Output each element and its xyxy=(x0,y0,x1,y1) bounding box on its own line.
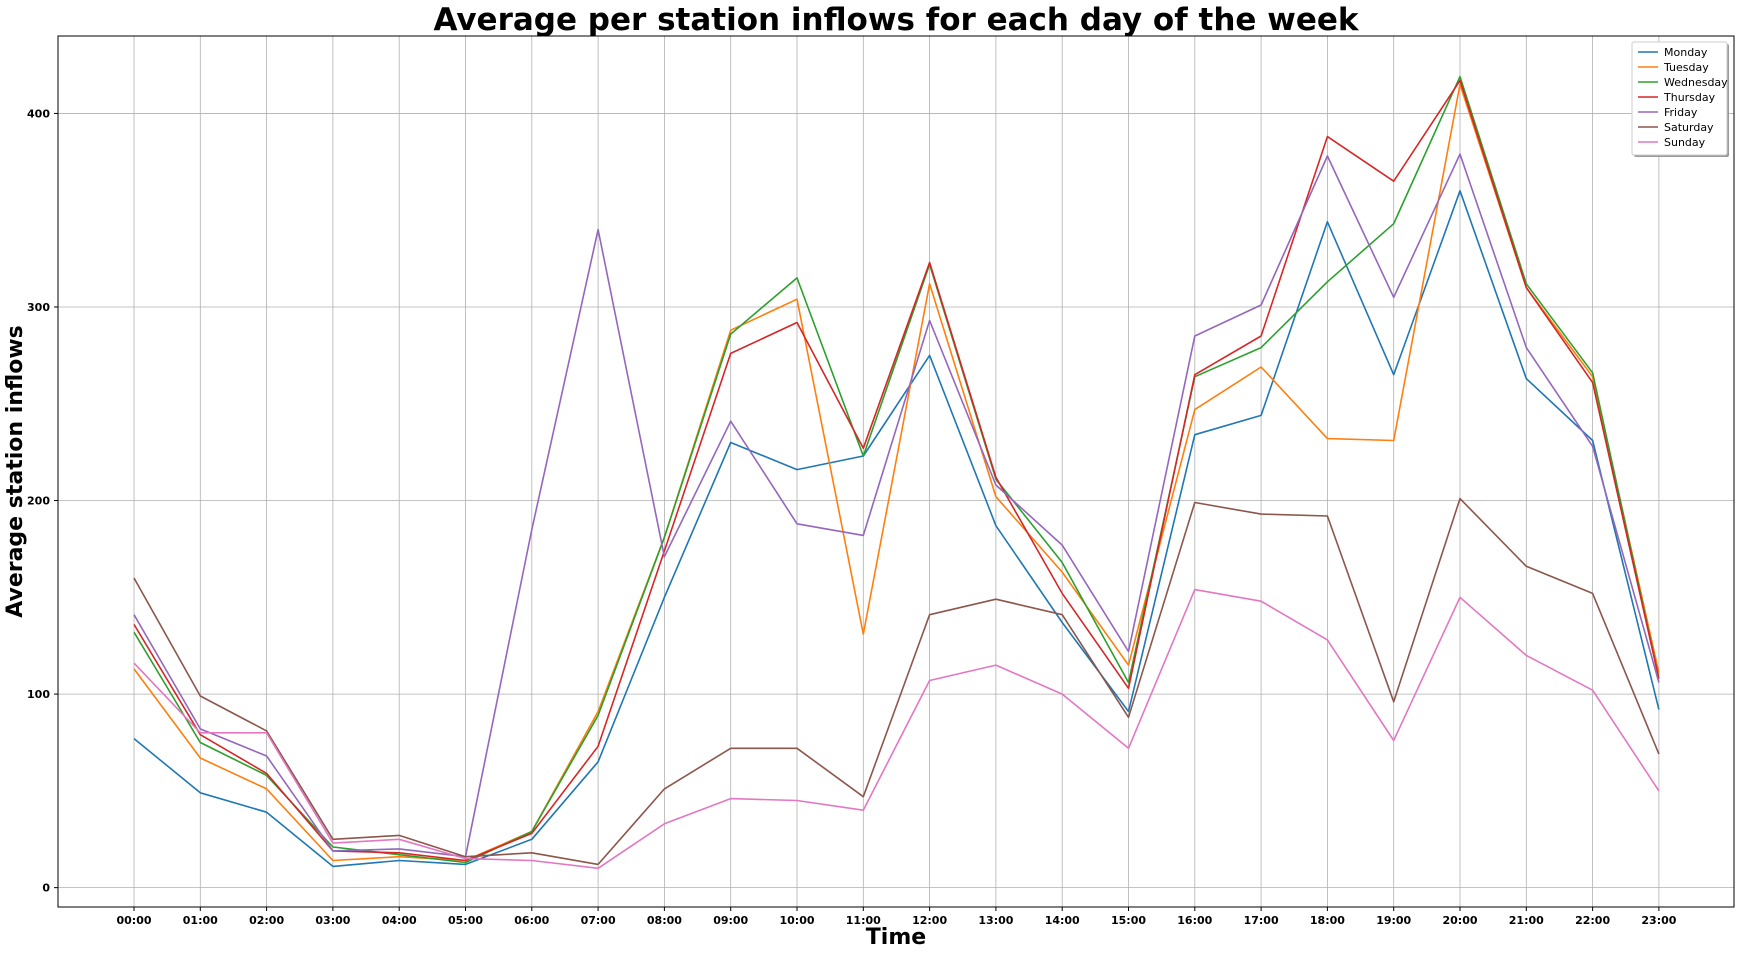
x-tick-label: 12:00 xyxy=(912,914,947,927)
series-lines xyxy=(133,75,1660,870)
x-tick-label: 13:00 xyxy=(978,914,1013,927)
x-axis-label: Time xyxy=(866,925,926,950)
x-tick-label: 08:00 xyxy=(647,914,682,927)
x-tick-label: 09:00 xyxy=(713,914,748,927)
x-tick-label: 14:00 xyxy=(1045,914,1080,927)
x-tick-label: 20:00 xyxy=(1442,914,1477,927)
plot-frame xyxy=(57,35,1735,908)
x-tick-label: 19:00 xyxy=(1376,914,1411,927)
x-tick-label: 07:00 xyxy=(581,914,616,927)
series-line-wednesday xyxy=(133,75,1660,864)
series-line-monday xyxy=(133,190,1660,868)
series-line-sunday xyxy=(133,588,1660,870)
legend-label-wednesday: Wednesday xyxy=(1664,76,1728,89)
legend-label-thursday: Thursday xyxy=(1663,91,1716,104)
x-tick-label: 11:00 xyxy=(846,914,881,927)
x-tick-label: 00:00 xyxy=(116,914,151,927)
x-tick-label: 15:00 xyxy=(1111,914,1146,927)
x-tick-label: 06:00 xyxy=(514,914,549,927)
y-axis-label: Average station inflows xyxy=(3,325,28,618)
y-tick-label: 0 xyxy=(42,882,50,895)
y-tick-label: 100 xyxy=(27,688,50,701)
legend-label-tuesday: Tuesday xyxy=(1663,61,1709,74)
legend: Monday Tuesday Wednesday Thursday Friday Satu… xyxy=(1631,41,1729,157)
x-tick-label: 22:00 xyxy=(1575,914,1610,927)
legend-label-monday: Monday xyxy=(1664,46,1708,59)
gridlines xyxy=(58,36,1734,907)
legend-label-friday: Friday xyxy=(1664,106,1698,119)
x-tick-label: 05:00 xyxy=(448,914,483,927)
x-tick-label: 03:00 xyxy=(315,914,350,927)
x-tick-label: 18:00 xyxy=(1310,914,1345,927)
x-tick-label: 04:00 xyxy=(382,914,417,927)
y-tick-label: 200 xyxy=(27,495,50,508)
series-line-tuesday xyxy=(133,83,1660,862)
x-tick-label: 21:00 xyxy=(1509,914,1544,927)
x-tick-label: 01:00 xyxy=(183,914,218,927)
x-tick-label: 17:00 xyxy=(1244,914,1279,927)
axis-ticks: 00:00 01:00 02:00 03:00 04:00 05:00 06:00 07:00… xyxy=(27,107,1677,927)
x-tick-label: 16:00 xyxy=(1177,914,1212,927)
x-tick-label: 23:00 xyxy=(1641,914,1676,927)
legend-label-saturday: Saturday xyxy=(1664,121,1714,134)
series-line-thursday xyxy=(133,79,1660,862)
y-tick-label: 300 xyxy=(27,301,50,314)
chart-title: Average per station inflows for each day… xyxy=(433,2,1359,38)
x-tick-label: 02:00 xyxy=(249,914,284,927)
series-line-friday xyxy=(133,153,1660,858)
y-tick-label: 400 xyxy=(27,107,50,120)
series-line-saturday xyxy=(133,497,1660,866)
x-tick-label: 10:00 xyxy=(779,914,814,927)
legend-label-sunday: Sunday xyxy=(1664,136,1706,149)
